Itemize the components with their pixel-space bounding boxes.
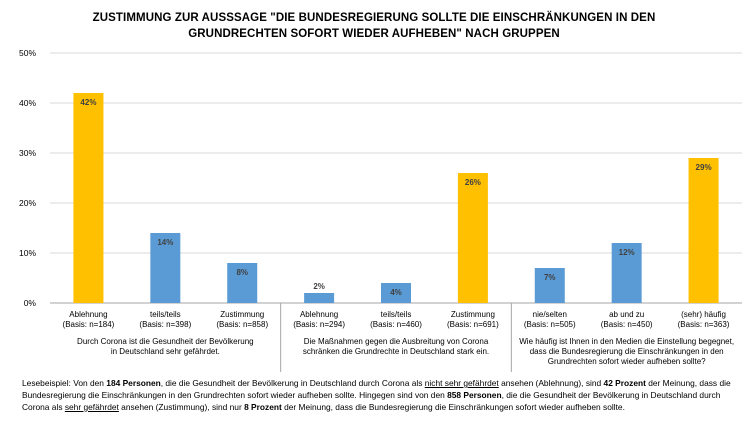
y-tick-label: 40% <box>19 98 36 108</box>
data-label: 42% <box>80 98 96 107</box>
x-tick-label: (Basis: n=505) <box>524 320 576 329</box>
group-label: in Deutschland sehr gefährdet. <box>111 347 220 356</box>
data-label: 2% <box>313 282 325 291</box>
reading-example-footnote: Lesebeispiel: Von den 184 Personen, die … <box>22 377 734 413</box>
footnote-text-1: Lesebeispiel: Von den <box>22 378 107 388</box>
data-label: 26% <box>465 178 481 187</box>
x-tick-label: Ablehnung <box>300 310 338 319</box>
x-tick-label: nie/selten <box>533 310 567 319</box>
x-tick-label: (Basis: n=450) <box>601 320 653 329</box>
data-label: 12% <box>619 248 635 257</box>
footnote-bold-4: 8 Prozent <box>244 402 282 412</box>
chart-title: ZUSTIMMUNG ZUR AUSSSAGE "DIE BUNDESREGIE… <box>0 10 748 42</box>
x-tick-label: (Basis: n=858) <box>216 320 268 329</box>
bar-chart: 0%10%20%30%40%50%42%Ablehnung(Basis: n=1… <box>19 48 742 372</box>
x-tick-label: (Basis: n=460) <box>370 320 422 329</box>
chart-title-line-1: ZUSTIMMUNG ZUR AUSSSAGE "DIE BUNDESREGIE… <box>92 12 656 24</box>
y-tick-label: 0% <box>24 298 37 308</box>
footnote-bold-1: 184 Personen <box>106 378 161 388</box>
group-label: Die Maßnahmen gegen die Ausbreitung von … <box>304 337 489 346</box>
bar <box>150 233 181 303</box>
x-tick-label: teils/teils <box>381 310 412 319</box>
bar <box>457 173 488 303</box>
bar <box>534 268 565 303</box>
footnote-text-3: ansehen (Ablehnung), sind <box>498 378 604 388</box>
data-label: 4% <box>390 288 402 297</box>
group-label: Wie häufig ist Ihnen in den Medien die E… <box>519 337 734 346</box>
x-tick-label: (Basis: n=398) <box>139 320 191 329</box>
bar <box>381 283 411 303</box>
x-tick-label: (Basis: n=294) <box>293 320 345 329</box>
group-label: Durch Corona ist die Gesundheit der Bevö… <box>77 337 254 346</box>
x-tick-label: (Basis: n=363) <box>678 320 730 329</box>
bar <box>73 93 104 303</box>
y-tick-label: 50% <box>19 48 36 58</box>
group-label: dass die Bundesregierung die Einschränku… <box>530 347 724 356</box>
y-tick-label: 20% <box>19 198 36 208</box>
data-label: 7% <box>544 273 556 282</box>
data-label: 29% <box>696 163 712 172</box>
bar <box>304 293 335 303</box>
x-tick-label: ab und zu <box>609 310 644 319</box>
bar <box>688 158 719 303</box>
bar <box>611 243 642 303</box>
data-label: 14% <box>157 238 173 247</box>
footnote-underline-2: sehr gefährdet <box>64 402 119 412</box>
x-tick-label: (Basis: n=184) <box>63 320 115 329</box>
group-label: schränken die Grundrechte in Deutschland… <box>303 347 489 356</box>
x-tick-label: Ablehnung <box>69 310 107 319</box>
x-tick-label: teils/teils <box>150 310 181 319</box>
x-tick-label: Zustimmung <box>220 310 264 319</box>
bar <box>227 263 258 303</box>
footnote-text-4: der Meinung, dass die Bundesregierung di… <box>22 378 731 400</box>
chart-title-line-2: GRUNDRECHTEN SOFORT WIEDER AUFHEBEN" NAC… <box>188 28 560 40</box>
x-tick-label: (sehr) häufig <box>681 310 726 319</box>
x-tick-label: (Basis: n=691) <box>447 320 499 329</box>
footnote-bold-3: 858 Personen <box>447 390 502 400</box>
y-tick-label: 30% <box>19 148 36 158</box>
footnote-text-5: , die die Gesundheit der Bevölkerung in … <box>22 390 721 412</box>
footnote-underline-1: nicht sehr gefährdet <box>424 378 499 388</box>
x-tick-label: Zustimmung <box>451 310 495 319</box>
group-label: Grundrechten sofort wieder aufheben soll… <box>548 357 706 366</box>
data-label: 8% <box>236 268 248 277</box>
footnote-text-7: der Meinung, dass die Bundesregierung di… <box>281 402 625 412</box>
y-tick-label: 10% <box>19 248 36 258</box>
footnote-text-2: , die die Gesundheit der Bevölkerung in … <box>160 378 425 388</box>
footnote-text-6: ansehen (Zustimmung), sind nur <box>118 402 245 412</box>
footnote-bold-2: 42 Prozent <box>603 378 646 388</box>
